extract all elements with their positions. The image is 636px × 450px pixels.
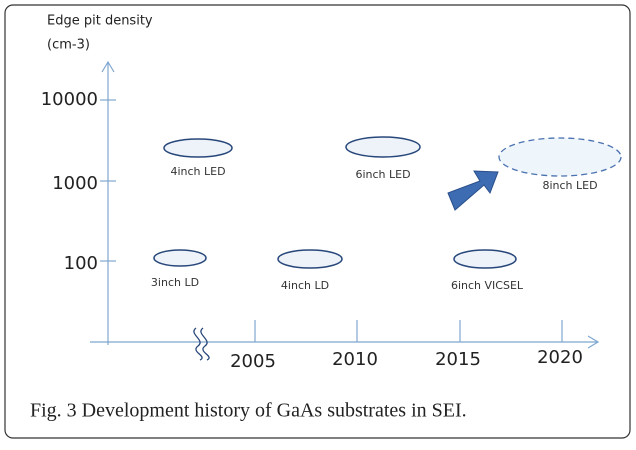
wafer-label: 4inch LD [281, 279, 329, 292]
wafer-label: 4inch LED [170, 165, 225, 178]
wafer-label: 8inch LED [542, 179, 597, 192]
wafer [453, 249, 517, 269]
wafer [163, 138, 233, 158]
caption: Fig. 3 Development history of GaAs subst… [30, 400, 467, 422]
y-tick-label: 10000 [41, 89, 98, 110]
x-tick-label: 2015 [435, 349, 481, 370]
x-tick-label: 2005 [230, 351, 276, 372]
y-tick-label: 1000 [52, 173, 98, 194]
wafer-label: 3inch LD [151, 276, 199, 289]
axis-break [193, 327, 210, 361]
y-tick-label: 100 [64, 253, 98, 274]
frame [4, 4, 631, 439]
wafer [345, 136, 421, 158]
trend-arrow [447, 170, 499, 211]
x-ticks: 2005 2010 2015 2020 [230, 320, 583, 372]
x-arrow [587, 335, 600, 349]
y-ticks: 10000 1000 100 [41, 89, 116, 274]
x-tick-label: 2010 [332, 349, 378, 370]
y-axis-unit: (cm-3) [47, 38, 90, 53]
y-arrow [101, 60, 115, 73]
y-axis-label: Edge pit density [47, 14, 153, 29]
wafer-future [498, 137, 622, 177]
wafer-label: 6inch VICSEL [451, 279, 524, 292]
wafer [153, 249, 207, 267]
wafer-label: 6inch LED [355, 168, 410, 181]
x-tick-label: 2020 [537, 347, 583, 368]
wafer [277, 249, 343, 269]
